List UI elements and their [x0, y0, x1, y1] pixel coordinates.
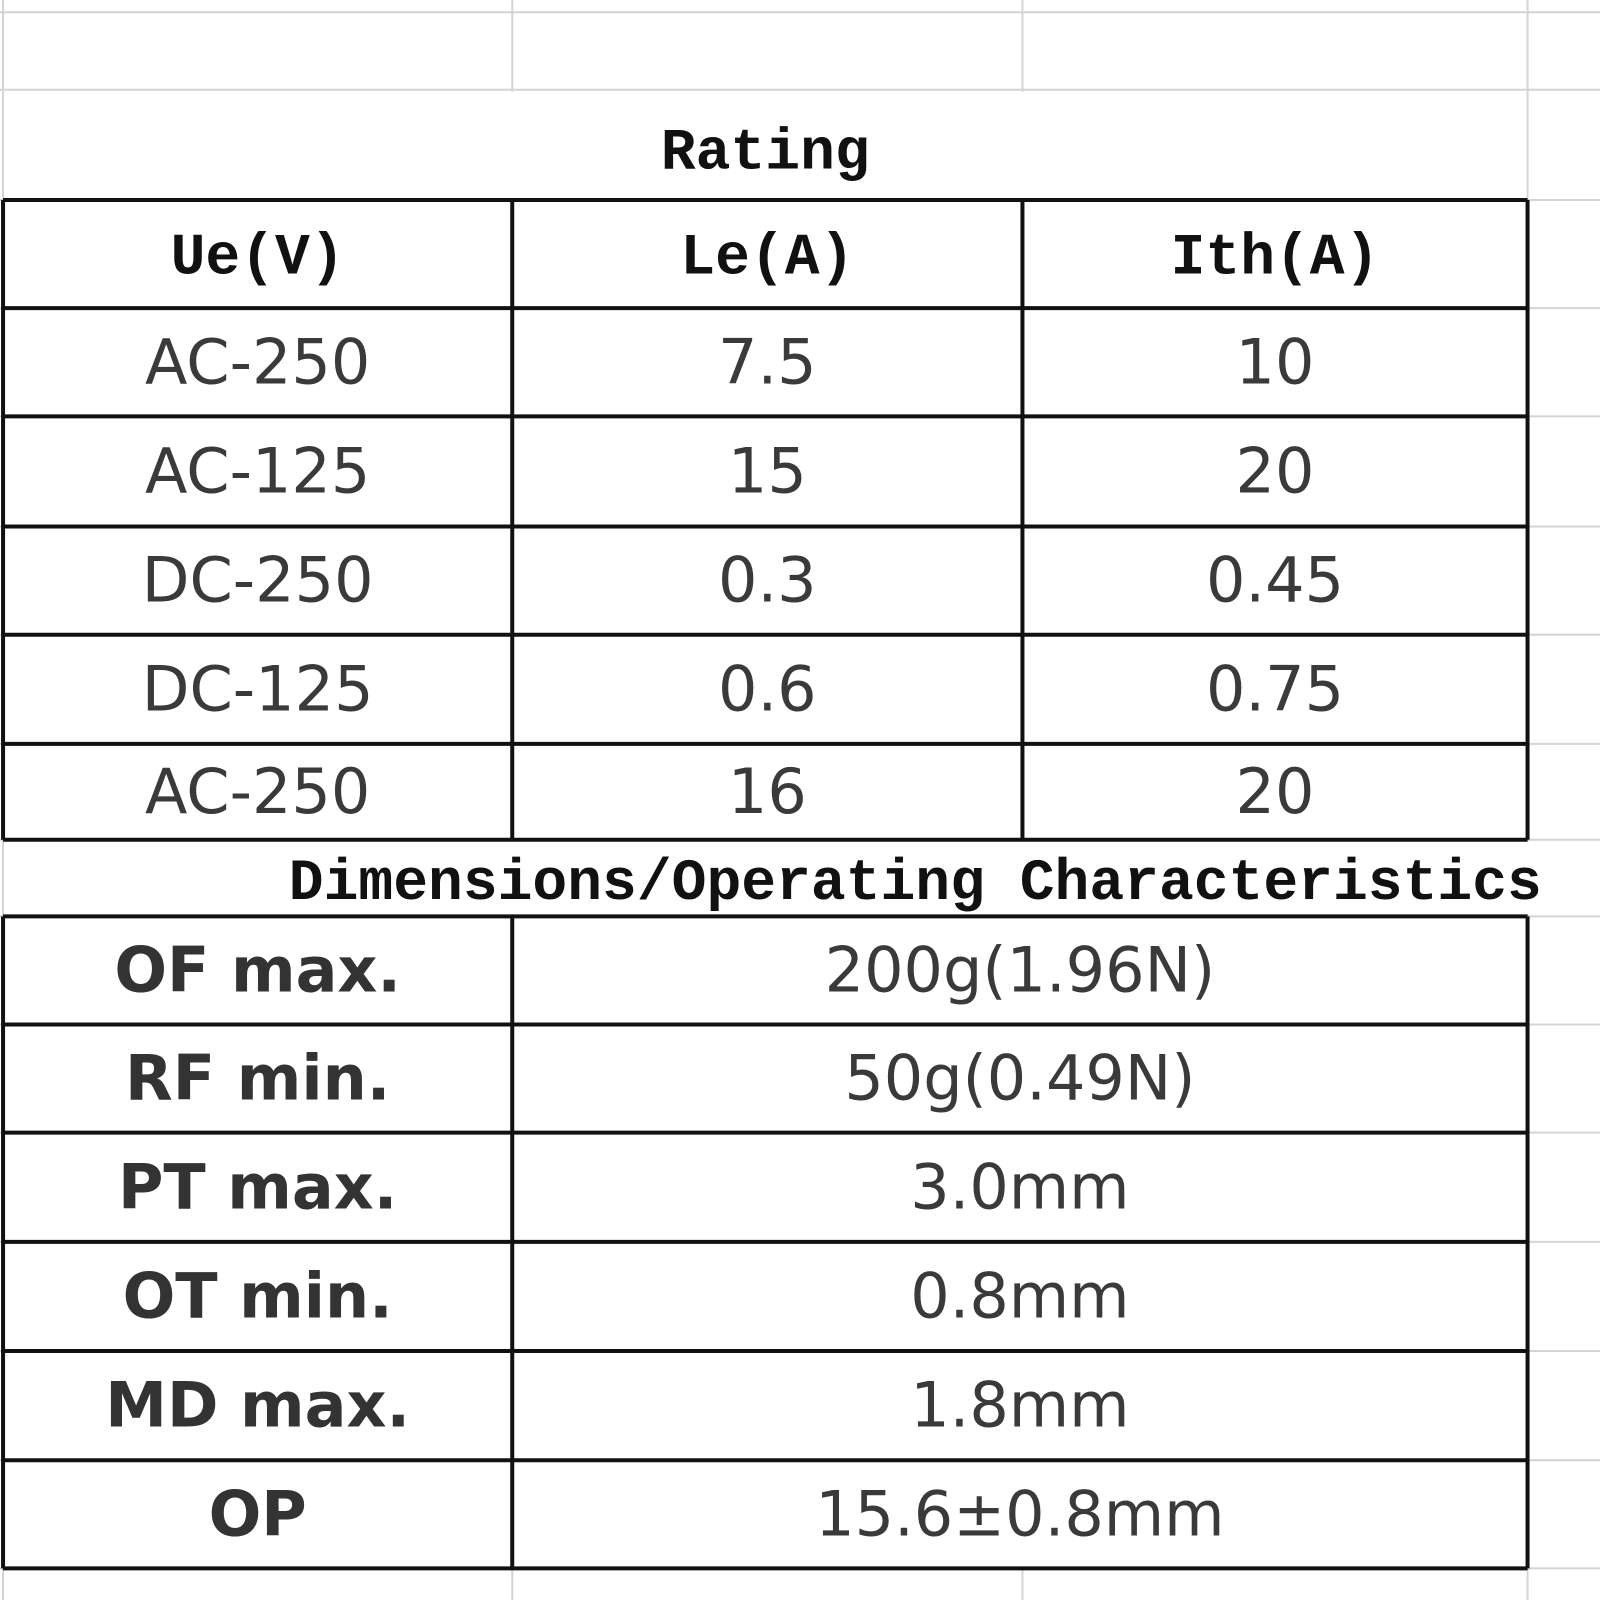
table-cell-text: 10: [1236, 325, 1315, 398]
table-cell-text: AC-125: [145, 435, 370, 508]
table-cell-text: 20: [1236, 435, 1315, 508]
title-cell: [4, 841, 1600, 915]
table-cell-text: 3.0mm: [910, 1150, 1129, 1223]
table-cell-text: 1.8mm: [910, 1369, 1129, 1442]
column-header: Ith(A): [1171, 226, 1380, 291]
row-label: RF min.: [125, 1042, 390, 1115]
table-cell-text: 20: [1236, 755, 1315, 828]
table-cell-text: DC-250: [142, 544, 374, 617]
table-cell-text: DC-125: [142, 652, 374, 725]
column-header: Le(A): [680, 226, 854, 291]
table-cell-text: 16: [728, 755, 807, 828]
column-header: Ue(V): [171, 226, 345, 291]
row-label: PT max.: [118, 1150, 397, 1223]
row-label: MD max.: [105, 1369, 410, 1442]
table-title: Dimensions/Operating Characteristics: [289, 852, 1542, 917]
table-cell-text: AC-250: [145, 325, 370, 398]
table-cell-text: 50g(0.49N): [844, 1042, 1195, 1115]
table-cell-text: 0.3: [718, 544, 817, 617]
table-cell-text: 15: [728, 435, 807, 508]
table-cell-text: 0.75: [1206, 652, 1344, 725]
title-cell: [4, 91, 1527, 198]
table-cell-text: 0.45: [1206, 544, 1344, 617]
table-title: Rating: [661, 121, 870, 186]
row-label: OF max.: [114, 934, 401, 1007]
table-cell-text: 15.6±0.8mm: [815, 1477, 1224, 1550]
table-cell-text: 0.6: [718, 652, 817, 725]
row-label: OT min.: [123, 1260, 393, 1333]
table-cell-text: 7.5: [718, 325, 817, 398]
table-cell-text: 0.8mm: [910, 1260, 1129, 1333]
row-label: OP: [209, 1477, 307, 1550]
table-cell-text: 200g(1.96N): [825, 934, 1216, 1007]
table-cell-text: AC-250: [145, 755, 370, 828]
